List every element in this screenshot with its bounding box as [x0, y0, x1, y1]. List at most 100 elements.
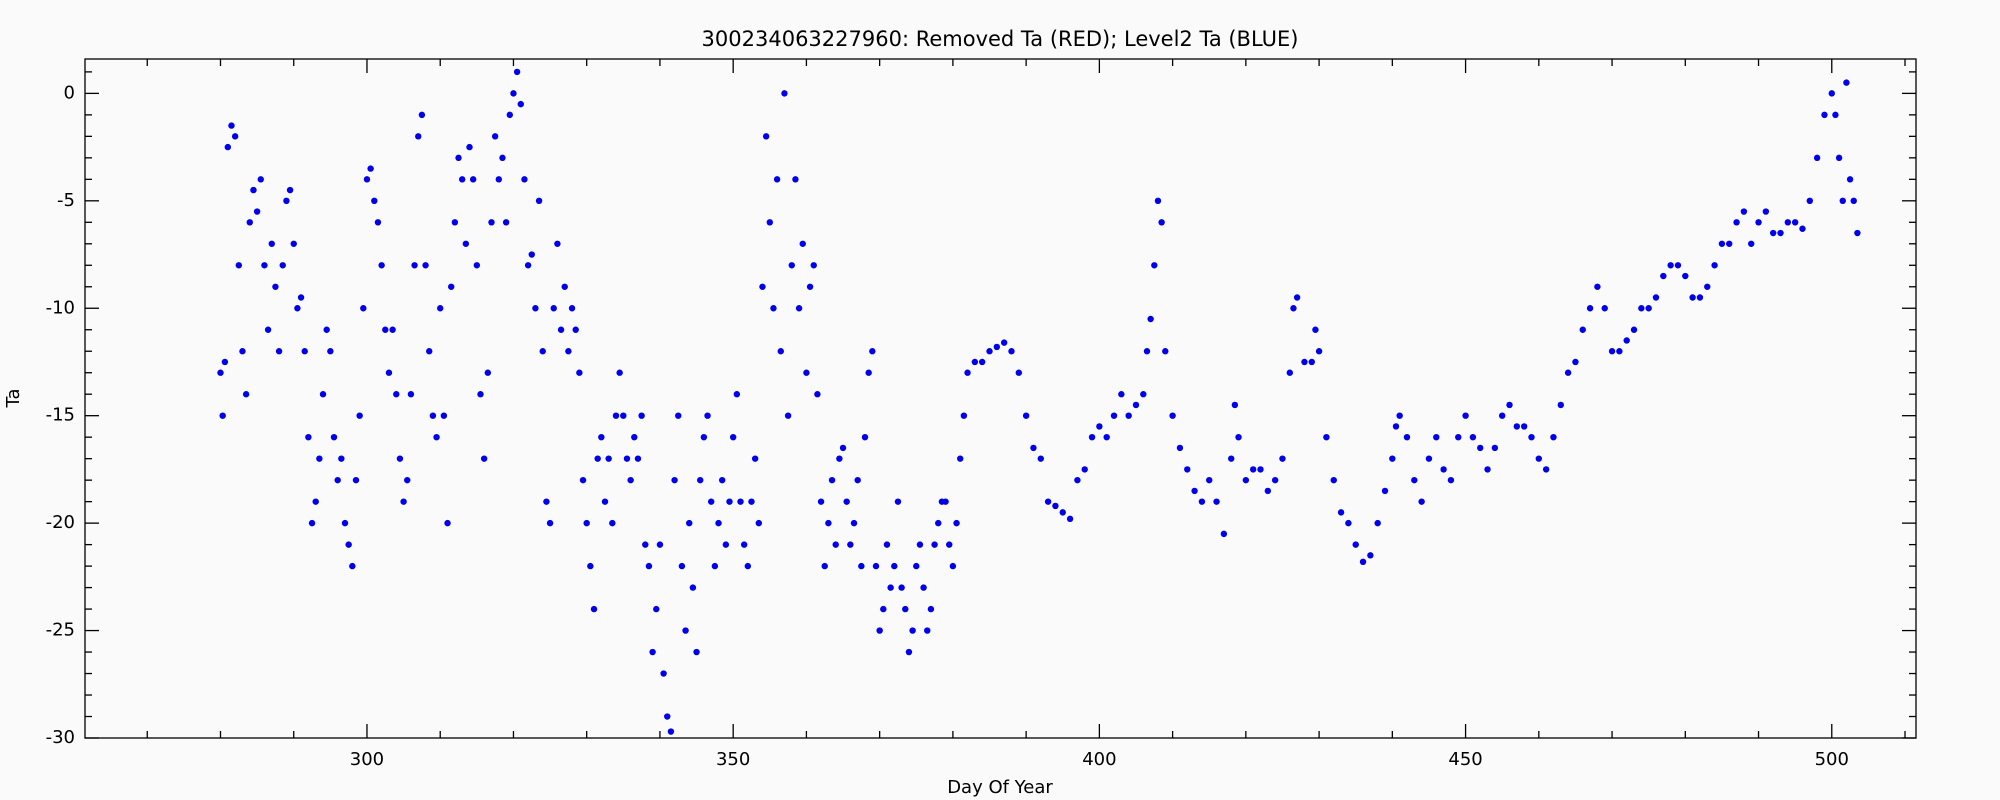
point [843, 498, 850, 505]
point [1381, 487, 1389, 495]
point [1374, 519, 1381, 527]
point [393, 391, 400, 398]
y-tick-label: -30 [46, 727, 75, 748]
point [836, 455, 843, 462]
point [341, 519, 349, 527]
point [418, 111, 426, 119]
point [1557, 401, 1564, 409]
point [1462, 412, 1469, 419]
point [568, 305, 576, 312]
chart-title: 300234063227960: Removed Ta (RED); Level… [702, 27, 1299, 51]
point [788, 262, 795, 269]
point [385, 369, 393, 376]
point [1158, 219, 1165, 226]
point [865, 369, 872, 376]
point [1791, 219, 1799, 226]
point [795, 305, 803, 312]
point [1151, 262, 1158, 269]
point [1022, 412, 1030, 419]
point [1630, 326, 1638, 333]
point [799, 240, 806, 247]
point [1330, 476, 1337, 484]
point [371, 197, 378, 205]
y-tick-label: -15 [46, 405, 75, 426]
point [1755, 219, 1762, 226]
point [1015, 369, 1023, 376]
point [601, 498, 609, 505]
point [729, 433, 737, 441]
point [1455, 433, 1462, 441]
point [634, 455, 642, 462]
point [579, 476, 587, 484]
point [1586, 305, 1594, 312]
point [693, 648, 700, 656]
point [517, 100, 524, 108]
point [682, 627, 689, 634]
point [660, 670, 667, 677]
point [506, 111, 513, 119]
point [495, 176, 503, 183]
point [766, 219, 773, 226]
point [755, 519, 763, 527]
point [484, 369, 492, 376]
point [1769, 229, 1777, 237]
point [1030, 444, 1037, 452]
point [330, 433, 338, 441]
point [554, 240, 561, 247]
point [1645, 305, 1652, 312]
point [1835, 154, 1843, 162]
point [264, 326, 272, 333]
point [290, 240, 297, 247]
point [1286, 369, 1293, 376]
point [499, 154, 506, 162]
point [1257, 466, 1264, 473]
point [1528, 433, 1535, 441]
point [649, 648, 656, 656]
point [616, 369, 623, 376]
point [916, 541, 924, 548]
point [239, 348, 246, 355]
point [825, 519, 832, 527]
point [228, 122, 235, 129]
point [312, 498, 319, 505]
point [382, 326, 389, 333]
point [1000, 339, 1008, 346]
point [667, 728, 675, 735]
point [1740, 208, 1748, 215]
point [224, 143, 232, 151]
point [858, 562, 865, 570]
point [1711, 262, 1718, 269]
point [1081, 466, 1088, 473]
point [572, 326, 579, 333]
point [1143, 348, 1151, 355]
point [1784, 219, 1792, 226]
point [612, 412, 620, 419]
point [1264, 487, 1272, 495]
point [891, 562, 898, 570]
point [334, 476, 341, 484]
y-tick-label: -5 [57, 190, 75, 211]
point [960, 412, 968, 419]
point [1052, 502, 1059, 510]
point [850, 519, 858, 527]
point [1832, 111, 1839, 119]
point [792, 176, 799, 183]
point [275, 348, 283, 355]
point [1096, 423, 1103, 430]
x-tick-label: 400 [1082, 749, 1116, 770]
point [1506, 401, 1513, 409]
point [521, 176, 528, 183]
point [814, 391, 821, 398]
point [839, 444, 847, 452]
point [1110, 412, 1118, 419]
point [1660, 272, 1667, 280]
point [689, 584, 697, 591]
point [993, 343, 1001, 351]
point [1074, 476, 1081, 484]
point [283, 197, 290, 205]
point [1220, 530, 1228, 538]
point [1491, 444, 1499, 452]
point [367, 165, 374, 172]
